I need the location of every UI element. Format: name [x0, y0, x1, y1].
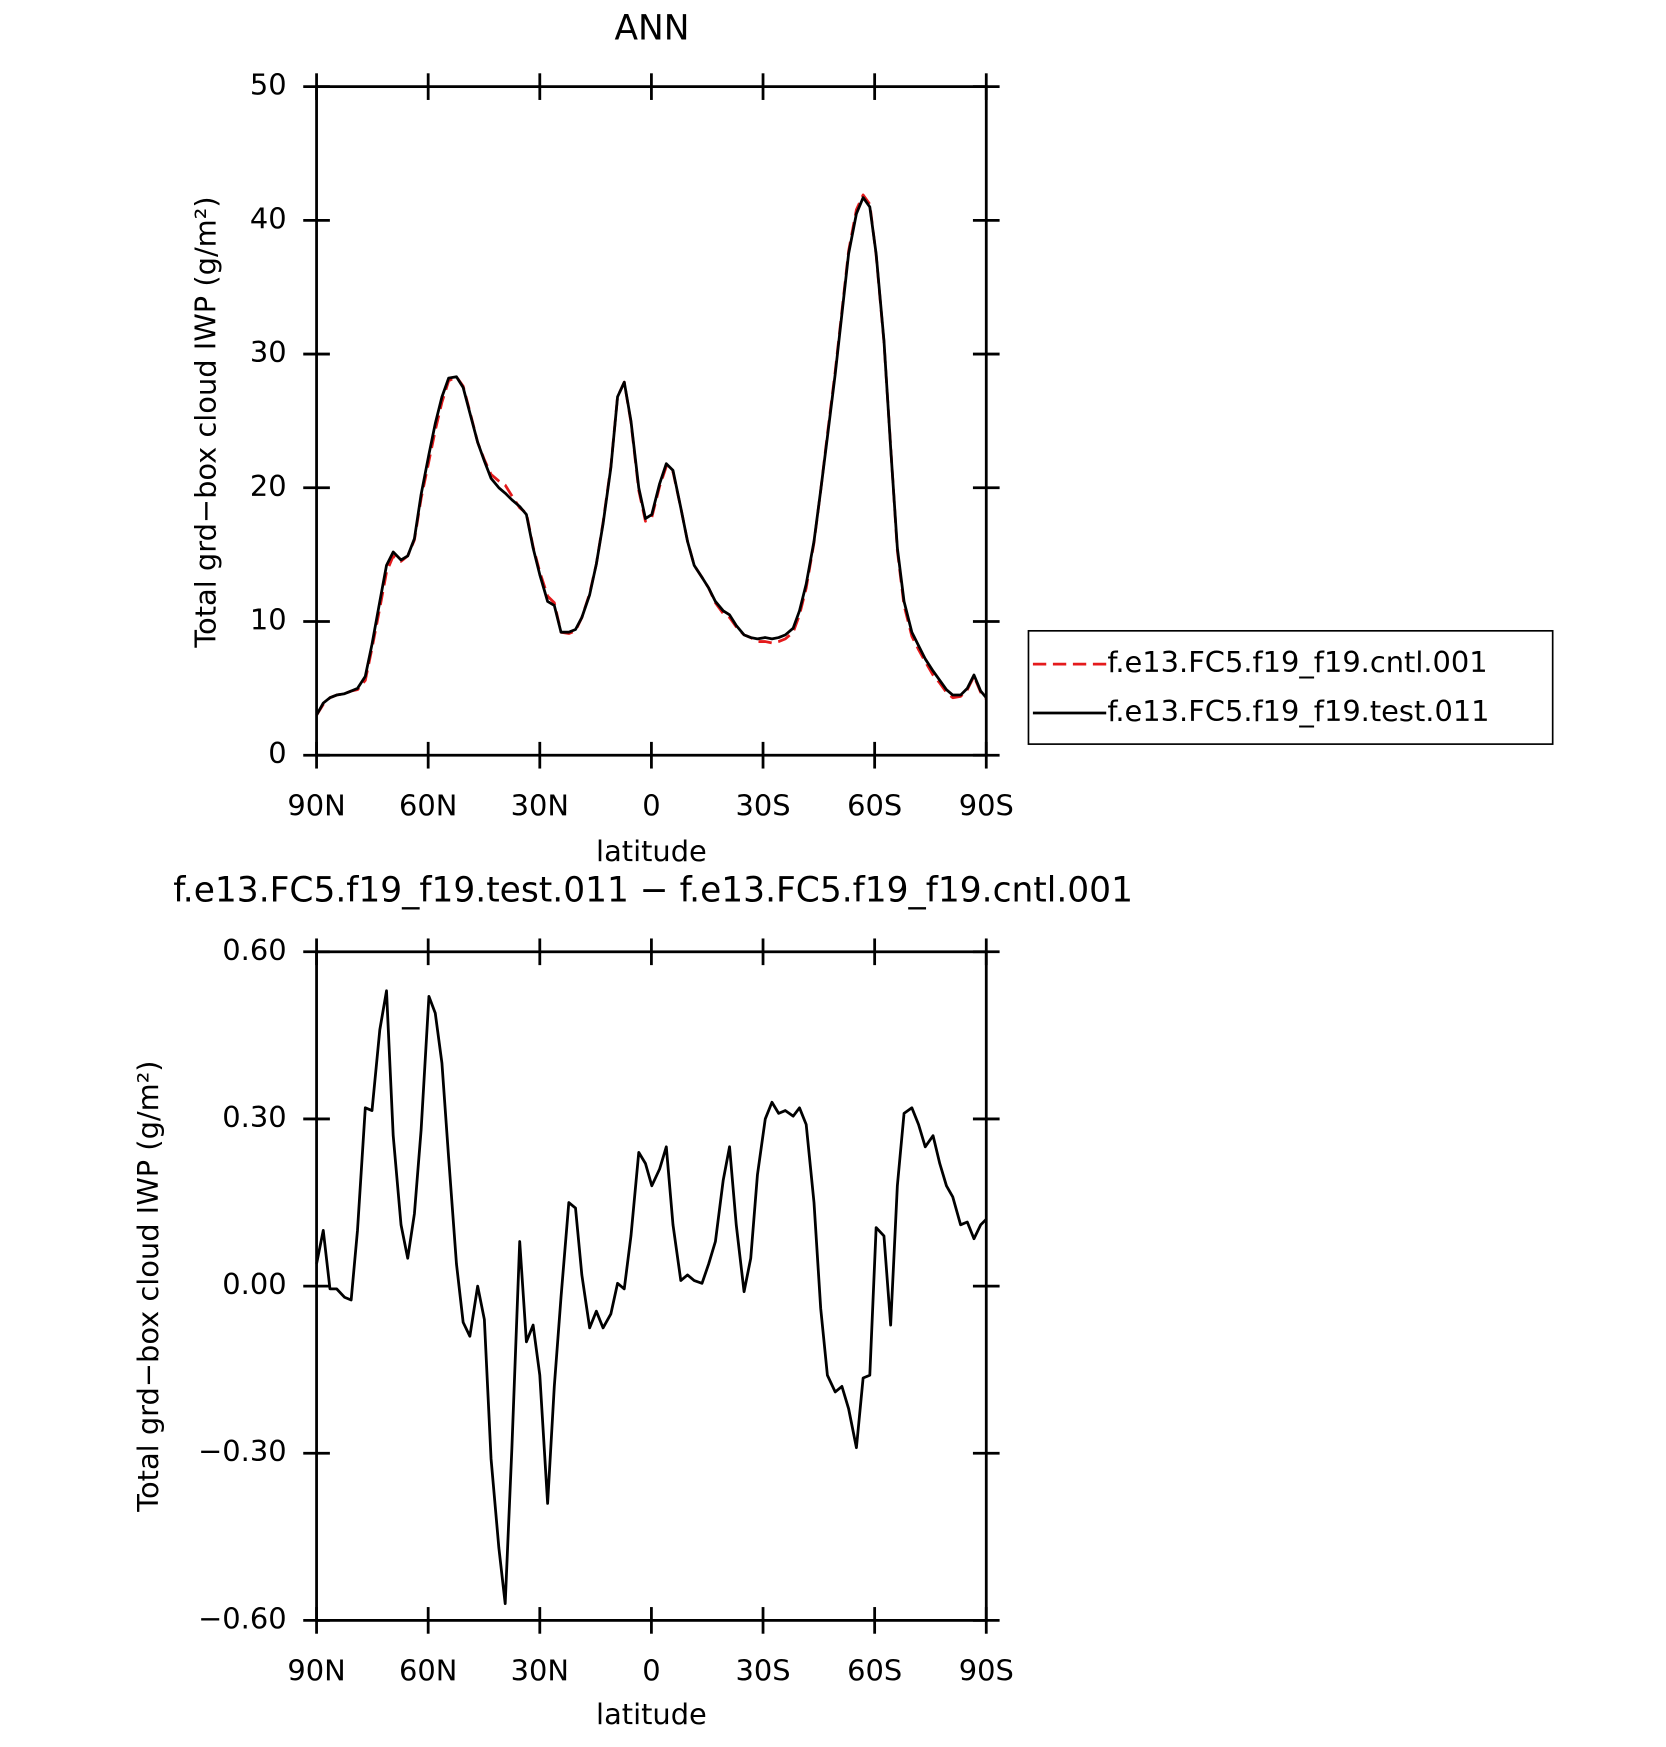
- x-tick-label: 90S: [959, 788, 1014, 822]
- x-tick-label: 90S: [959, 1654, 1014, 1688]
- x-tick-label: 0: [642, 788, 660, 822]
- chart-title: ANN: [614, 8, 689, 48]
- x-tick-label: 90N: [287, 788, 345, 822]
- y-tick-label: 20: [250, 469, 287, 503]
- y-tick-label: −0.30: [198, 1434, 286, 1468]
- legend-box: [1027, 629, 1554, 745]
- x-tick-label: 60N: [399, 788, 457, 822]
- x-axis-title: latitude: [596, 834, 707, 868]
- y-tick-label: 10: [250, 603, 287, 637]
- x-tick-label: 60S: [847, 788, 902, 822]
- y-tick-label: 50: [250, 68, 287, 102]
- x-tick-label: 30S: [736, 788, 791, 822]
- data-line: [315, 196, 988, 716]
- x-tick-label: 30N: [511, 788, 569, 822]
- chart-title: f.e13.FC5.f19_f19.test.011 − f.e13.FC5.f…: [173, 870, 1133, 910]
- y-tick-label: −0.60: [198, 1601, 286, 1635]
- y-tick-label: 0.00: [222, 1267, 286, 1301]
- y-tick-label: 0.30: [222, 1100, 286, 1134]
- plot-frame: [315, 950, 988, 1622]
- data-line: [315, 989, 988, 1606]
- x-tick-label: 90N: [287, 1654, 345, 1688]
- data-line: [315, 193, 988, 716]
- y-tick-label: 0.60: [222, 933, 286, 967]
- y-tick-label: 30: [250, 335, 287, 369]
- plot-frame: [315, 85, 988, 757]
- y-tick-label: 40: [250, 201, 287, 235]
- legend-label: f.e13.FC5.f19_f19.cntl.001: [1107, 645, 1487, 679]
- y-axis-title: Total grd−box cloud IWP (g/m²): [189, 196, 223, 648]
- x-tick-label: 0: [642, 1654, 660, 1688]
- x-axis-title: latitude: [596, 1697, 707, 1731]
- y-tick-label: 0: [268, 736, 286, 770]
- y-axis-title: Total grd−box cloud IWP (g/m²): [131, 1060, 165, 1512]
- x-tick-label: 60N: [399, 1654, 457, 1688]
- x-tick-label: 60S: [847, 1654, 902, 1688]
- legend-label: f.e13.FC5.f19_f19.test.011: [1107, 694, 1489, 728]
- x-tick-label: 30N: [511, 1654, 569, 1688]
- x-tick-label: 30S: [736, 1654, 791, 1688]
